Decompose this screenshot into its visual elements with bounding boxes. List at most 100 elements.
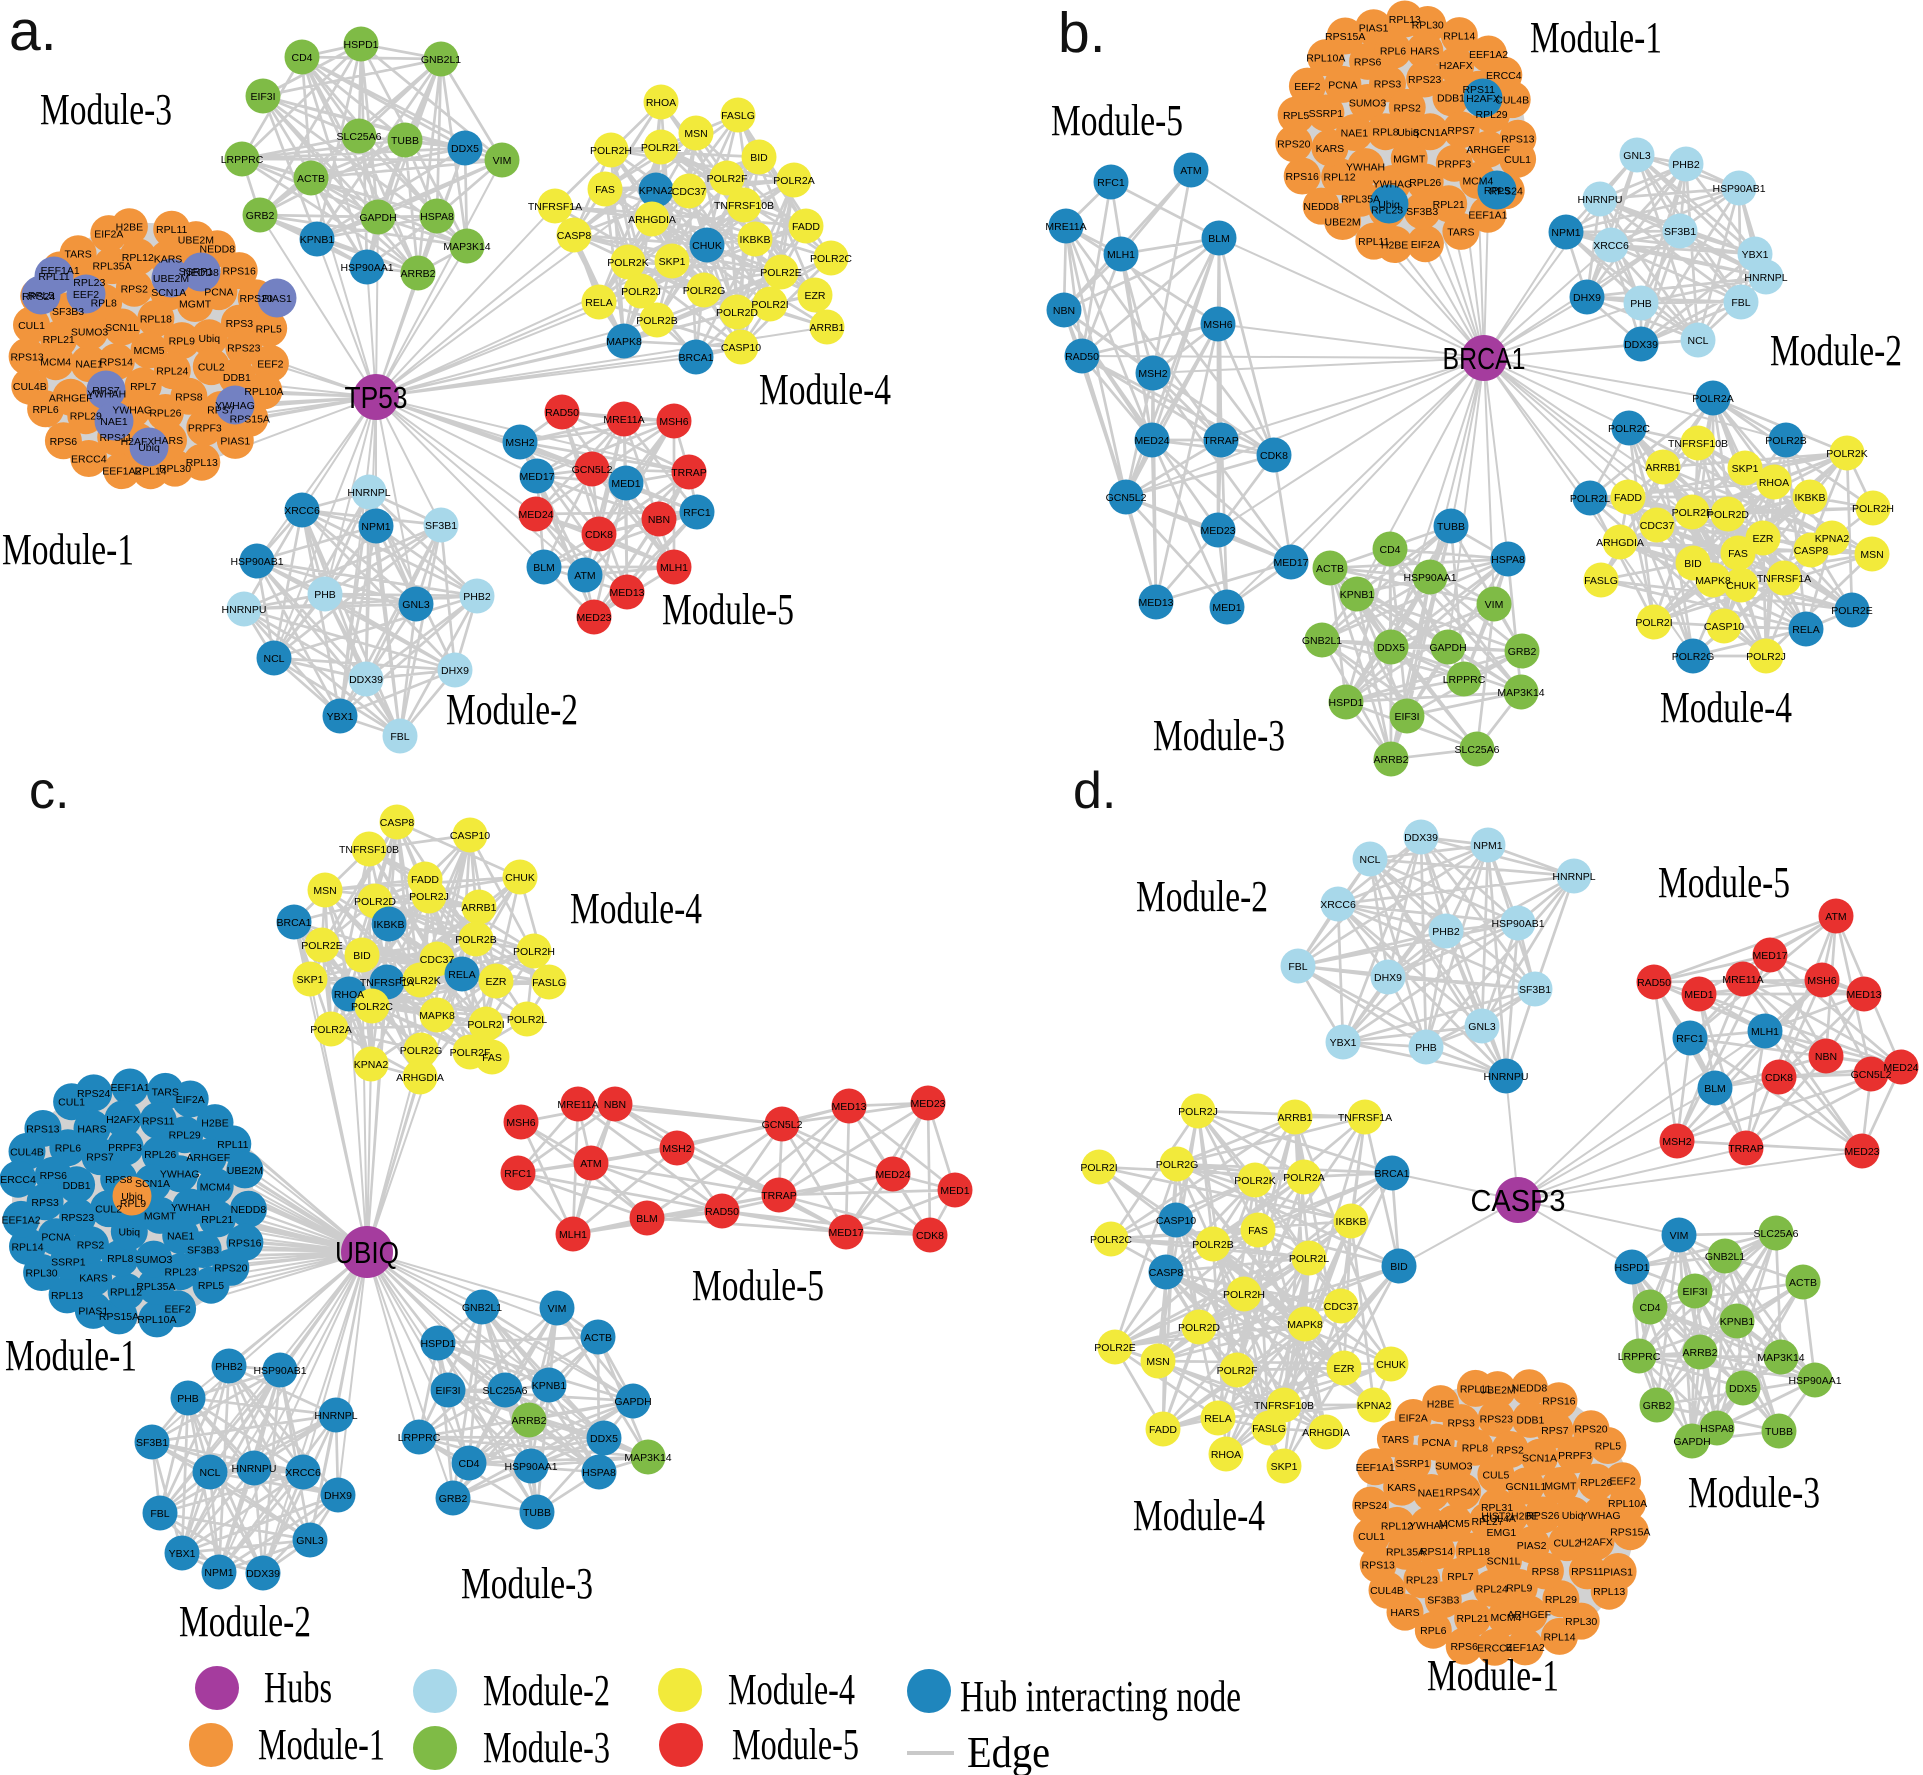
svg-text:YWHAH: YWHAH <box>1409 1520 1448 1532</box>
svg-text:HARS: HARS <box>1390 1607 1419 1619</box>
svg-text:H2BE: H2BE <box>116 222 143 234</box>
svg-text:MRE11A: MRE11A <box>557 1099 598 1111</box>
svg-text:TRRAP: TRRAP <box>1728 1143 1764 1155</box>
svg-text:HSP90AB1: HSP90AB1 <box>230 556 283 568</box>
svg-text:RPS7: RPS7 <box>92 385 120 397</box>
svg-text:HARS: HARS <box>1410 46 1439 58</box>
svg-text:RPL24: RPL24 <box>1476 1583 1508 1595</box>
svg-text:RPL14: RPL14 <box>135 466 167 478</box>
svg-text:Module-1: Module-1 <box>5 1331 137 1380</box>
svg-text:EZR: EZR <box>805 290 826 302</box>
svg-text:TNFRSF10B: TNFRSF10B <box>714 200 774 212</box>
svg-text:RPS24: RPS24 <box>77 1088 110 1100</box>
svg-text:RPL6: RPL6 <box>32 404 58 416</box>
svg-text:YBX1: YBX1 <box>327 711 354 723</box>
svg-text:UBE2M: UBE2M <box>227 1165 263 1177</box>
svg-text:RPL23: RPL23 <box>165 1267 197 1279</box>
svg-text:SF3B3: SF3B3 <box>1427 1595 1459 1607</box>
svg-text:MLH1: MLH1 <box>1107 249 1135 261</box>
svg-text:RPL12: RPL12 <box>122 252 154 264</box>
svg-text:RFC1: RFC1 <box>1676 1033 1704 1045</box>
svg-text:RPS2: RPS2 <box>1393 102 1421 114</box>
svg-text:MSN: MSN <box>684 128 707 140</box>
svg-text:POLR2D: POLR2D <box>354 896 396 908</box>
svg-text:RPL29: RPL29 <box>70 411 102 423</box>
svg-text:EEF1A1: EEF1A1 <box>110 1082 149 1094</box>
svg-text:MAPK8: MAPK8 <box>606 336 642 348</box>
svg-text:SSRP1: SSRP1 <box>51 1257 86 1269</box>
svg-text:MAPK8: MAPK8 <box>1695 575 1731 587</box>
svg-text:CHUK: CHUK <box>505 872 535 884</box>
svg-text:RAD50: RAD50 <box>1637 977 1671 989</box>
svg-text:RPL10A: RPL10A <box>137 1314 176 1326</box>
svg-text:Module-3: Module-3 <box>1688 1468 1820 1517</box>
svg-text:EEF2: EEF2 <box>73 289 99 301</box>
svg-text:RAD50: RAD50 <box>545 407 579 419</box>
svg-text:POLR2J: POLR2J <box>409 891 449 903</box>
svg-text:KPNB1: KPNB1 <box>1340 589 1375 601</box>
svg-text:RPS11: RPS11 <box>1571 1566 1604 1578</box>
svg-text:KARS: KARS <box>1387 1482 1416 1494</box>
svg-text:FADD: FADD <box>1149 1424 1177 1436</box>
svg-text:EEF1A2: EEF1A2 <box>1 1214 40 1226</box>
svg-text:RPS23: RPS23 <box>61 1212 94 1224</box>
svg-text:YWHAG: YWHAG <box>1373 179 1413 191</box>
svg-text:SUMO3: SUMO3 <box>71 327 109 339</box>
svg-text:RPL23: RPL23 <box>1406 1575 1438 1587</box>
svg-text:POLR2F: POLR2F <box>450 1047 491 1059</box>
svg-text:MED24: MED24 <box>518 509 553 521</box>
svg-text:HNRNPL: HNRNPL <box>1552 871 1595 883</box>
svg-text:POLR2A: POLR2A <box>1283 1172 1324 1184</box>
svg-text:DDX5: DDX5 <box>1377 642 1405 654</box>
svg-text:POLR2D: POLR2D <box>1178 1322 1220 1334</box>
svg-text:CASP10: CASP10 <box>1704 621 1744 633</box>
svg-text:CUL4B: CUL4B <box>1495 95 1529 107</box>
svg-text:RPL9: RPL9 <box>1506 1583 1532 1595</box>
svg-text:CDC37: CDC37 <box>420 954 455 966</box>
svg-text:RPL5: RPL5 <box>1283 110 1309 122</box>
svg-text:MLH1: MLH1 <box>1751 1026 1779 1038</box>
svg-text:POLR2L: POLR2L <box>1289 1253 1329 1265</box>
svg-text:MSN: MSN <box>1146 1356 1169 1368</box>
svg-text:Module-4: Module-4 <box>1133 1491 1265 1540</box>
svg-text:CUL1: CUL1 <box>18 320 45 332</box>
svg-text:UBIQ: UBIQ <box>335 1235 399 1270</box>
svg-text:HSPA8: HSPA8 <box>1700 1423 1734 1435</box>
svg-text:PRPF3: PRPF3 <box>1558 1450 1592 1462</box>
svg-text:RPS8: RPS8 <box>175 391 203 403</box>
svg-text:NCL: NCL <box>199 1467 220 1479</box>
svg-text:MRE11A: MRE11A <box>1045 221 1086 233</box>
svg-text:H2AFX: H2AFX <box>1466 93 1500 105</box>
svg-text:EIF3I: EIF3I <box>1394 711 1419 723</box>
svg-text:RPS11: RPS11 <box>1462 84 1495 96</box>
svg-text:RPL30: RPL30 <box>1565 1616 1597 1628</box>
svg-text:RPS24: RPS24 <box>1354 1500 1387 1512</box>
svg-text:RHOA: RHOA <box>1759 477 1789 489</box>
svg-text:PHB2: PHB2 <box>1432 926 1460 938</box>
svg-text:GAPDH: GAPDH <box>359 212 396 224</box>
svg-text:GNL3: GNL3 <box>1623 150 1651 162</box>
svg-text:UBE2M: UBE2M <box>153 273 189 285</box>
svg-text:RPS7: RPS7 <box>1541 1425 1569 1437</box>
svg-text:NCL: NCL <box>263 653 284 665</box>
svg-text:RPL11: RPL11 <box>38 271 69 283</box>
svg-text:TUBB: TUBB <box>1437 521 1465 533</box>
svg-text:NEDD8: NEDD8 <box>183 267 219 279</box>
svg-text:HSPA8: HSPA8 <box>1491 554 1525 566</box>
svg-text:PHB: PHB <box>1415 1042 1437 1054</box>
svg-text:MED13: MED13 <box>831 1101 866 1113</box>
svg-text:POLR2L: POLR2L <box>1570 493 1610 505</box>
svg-text:RPL11: RPL11 <box>217 1139 248 1151</box>
svg-text:EEF1A1: EEF1A1 <box>41 265 80 277</box>
svg-text:CUL4B: CUL4B <box>10 1146 44 1158</box>
svg-text:ARHGDIA: ARHGDIA <box>628 214 676 226</box>
svg-text:MSH6: MSH6 <box>659 416 688 428</box>
svg-text:NEDD8: NEDD8 <box>231 1204 267 1216</box>
svg-text:EEF1A1: EEF1A1 <box>1356 1462 1395 1474</box>
svg-text:H2AFX: H2AFX <box>121 436 155 448</box>
svg-text:NCL: NCL <box>1359 854 1380 866</box>
svg-text:PHB2: PHB2 <box>463 591 491 603</box>
svg-text:H2BE: H2BE <box>1427 1399 1454 1411</box>
svg-text:DDB1: DDB1 <box>223 372 251 384</box>
svg-text:RPL12: RPL12 <box>110 1287 142 1299</box>
